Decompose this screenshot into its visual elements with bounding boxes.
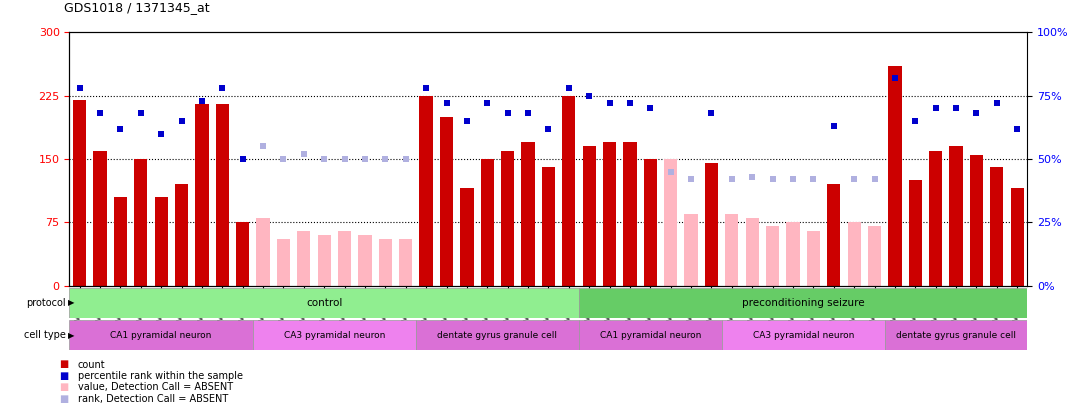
Bar [460, 188, 473, 286]
Bar [884, 320, 1027, 350]
Bar [195, 104, 208, 286]
Bar [1010, 188, 1024, 286]
Bar [644, 159, 657, 286]
Bar [440, 117, 453, 286]
Bar [725, 214, 738, 286]
Bar [277, 239, 290, 286]
Bar [579, 288, 1027, 318]
Text: ■: ■ [59, 371, 68, 381]
Bar [297, 231, 311, 286]
Bar [399, 239, 412, 286]
Text: CA3 pyramidal neuron: CA3 pyramidal neuron [753, 330, 854, 340]
Bar [69, 320, 253, 350]
Text: ■: ■ [59, 382, 68, 392]
Text: count: count [78, 360, 106, 369]
Bar [253, 320, 415, 350]
Bar [806, 231, 820, 286]
Bar [155, 197, 168, 286]
Bar [664, 159, 677, 286]
Bar [766, 226, 780, 286]
Bar [705, 163, 718, 286]
Bar [909, 180, 922, 286]
Bar [93, 151, 107, 286]
Text: control: control [307, 298, 343, 308]
Bar [579, 320, 722, 350]
Text: ■: ■ [59, 360, 68, 369]
Bar [175, 184, 188, 286]
Bar [990, 167, 1004, 286]
Text: GDS1018 / 1371345_at: GDS1018 / 1371345_at [64, 1, 209, 14]
Bar [415, 320, 579, 350]
Text: dentate gyrus granule cell: dentate gyrus granule cell [438, 330, 557, 340]
Bar [256, 218, 270, 286]
Bar [521, 142, 535, 286]
Bar [603, 142, 616, 286]
Bar [685, 214, 697, 286]
Bar [541, 167, 555, 286]
Bar [73, 100, 87, 286]
Text: protocol: protocol [27, 298, 66, 308]
Text: preconditioning seizure: preconditioning seizure [742, 298, 864, 308]
Bar [889, 66, 901, 286]
Text: rank, Detection Call = ABSENT: rank, Detection Call = ABSENT [78, 394, 229, 403]
Bar [848, 222, 861, 286]
Text: ▶: ▶ [68, 330, 75, 340]
Text: dentate gyrus granule cell: dentate gyrus granule cell [896, 330, 1016, 340]
Text: cell type: cell type [25, 330, 66, 340]
Text: value, Detection Call = ABSENT: value, Detection Call = ABSENT [78, 382, 233, 392]
Bar [501, 151, 515, 286]
Bar [562, 96, 576, 286]
Bar [929, 151, 942, 286]
Text: percentile rank within the sample: percentile rank within the sample [78, 371, 242, 381]
Bar [624, 142, 637, 286]
Bar [868, 226, 881, 286]
Bar [317, 235, 331, 286]
Bar [827, 184, 841, 286]
Bar [582, 146, 596, 286]
Text: CA1 pyramidal neuron: CA1 pyramidal neuron [110, 330, 211, 340]
Bar [970, 155, 983, 286]
Bar [722, 320, 884, 350]
Text: CA3 pyramidal neuron: CA3 pyramidal neuron [284, 330, 386, 340]
Bar [135, 159, 147, 286]
Bar [481, 159, 493, 286]
Bar [236, 222, 249, 286]
Bar [337, 231, 351, 286]
Bar [69, 288, 579, 318]
Bar [359, 235, 372, 286]
Text: ■: ■ [59, 394, 68, 403]
Bar [420, 96, 433, 286]
Bar [114, 197, 127, 286]
Bar [216, 104, 229, 286]
Bar [786, 222, 800, 286]
Bar [949, 146, 962, 286]
Text: ▶: ▶ [68, 298, 75, 307]
Bar [379, 239, 392, 286]
Bar [745, 218, 759, 286]
Text: CA1 pyramidal neuron: CA1 pyramidal neuron [599, 330, 701, 340]
